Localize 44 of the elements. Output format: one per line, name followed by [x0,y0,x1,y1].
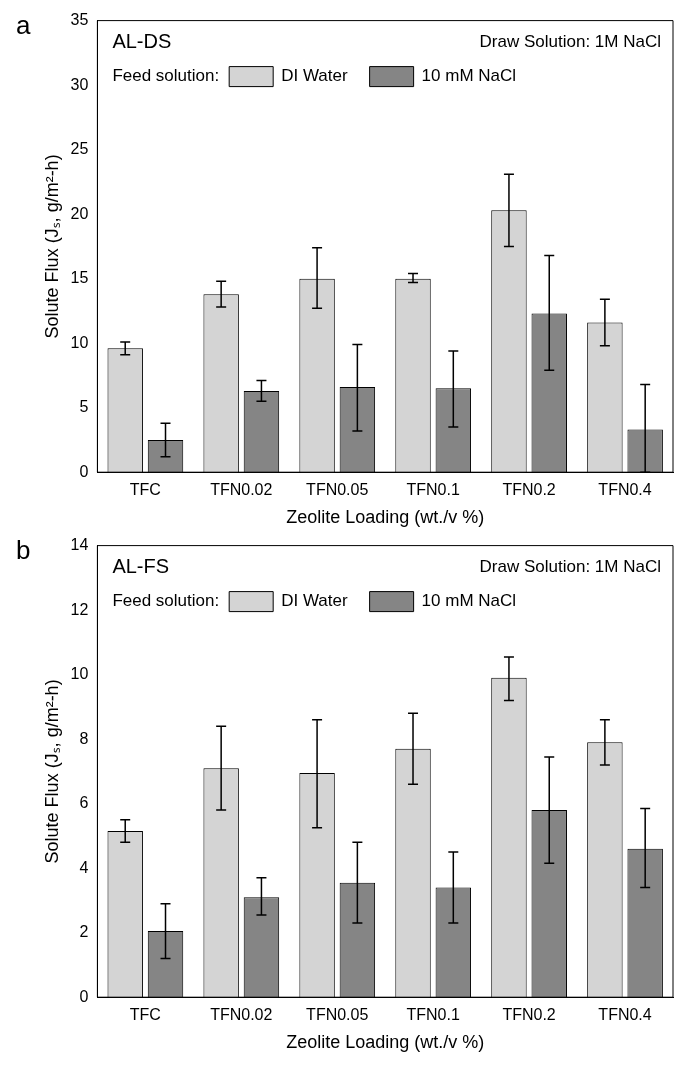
x-tick-label: TFN0.02 [210,1006,273,1024]
y-tick-label: 0 [79,462,89,480]
y-tick-label: 12 [70,600,89,618]
x-tick-label: TFC [129,1006,161,1024]
y-tick-label: 35 [70,11,89,29]
annotation: Draw Solution: 1M NaCl [479,32,661,52]
y-tick-label: 5 [79,398,89,416]
x-tick-label: TFN0.05 [306,1006,369,1024]
legend-label: DI Water [281,591,348,611]
y-tick-label: 4 [79,858,89,876]
x-tick-label: TFN0.4 [598,1006,652,1024]
y-tick-label: 10 [70,665,89,683]
annotation: Draw Solution: 1M NaCl [479,557,661,577]
text: AL-FS [112,555,170,578]
y-tick-label: 8 [79,729,89,747]
text: AL-DS [112,30,172,53]
legend-title: Feed solution: [112,591,220,611]
x-tick-label: TFN0.2 [502,481,556,499]
legend-label: 10 mM NaCl [421,591,517,611]
y-axis-title: Solute Flux (Jₛ, g/m²-h) [41,679,62,864]
y-axis-title: Solute Flux (Jₛ, g/m²-h) [41,154,62,339]
legend-label: DI Water [281,66,348,86]
y-tick-label: 25 [70,140,89,158]
y-tick-label: 15 [70,269,89,287]
y-tick-label: 14 [70,536,89,554]
x-tick-label: TFN0.2 [502,1006,556,1024]
x-tick-label: TFN0.05 [306,481,369,499]
y-tick-label: 20 [70,204,89,222]
y-tick-label: 10 [70,333,89,351]
legend-label: 10 mM NaCl [421,66,517,86]
x-axis-title: Zeolite Loading (wt./v %) [286,1032,485,1053]
x-tick-label: TFC [129,481,161,499]
y-tick-label: 2 [79,923,89,941]
y-tick-label: 6 [79,794,89,812]
y-tick-label: 30 [70,75,89,93]
x-tick-label: TFN0.4 [598,481,652,499]
legend-title: Feed solution: [112,66,220,86]
x-axis-title: Zeolite Loading (wt./v %) [286,507,485,528]
x-tick-label: TFN0.02 [210,481,273,499]
y-tick-label: 0 [79,987,89,1005]
x-tick-label: TFN0.1 [406,481,460,499]
text: a [16,9,31,40]
text: b [16,534,31,565]
x-tick-label: TFN0.1 [406,1006,460,1024]
